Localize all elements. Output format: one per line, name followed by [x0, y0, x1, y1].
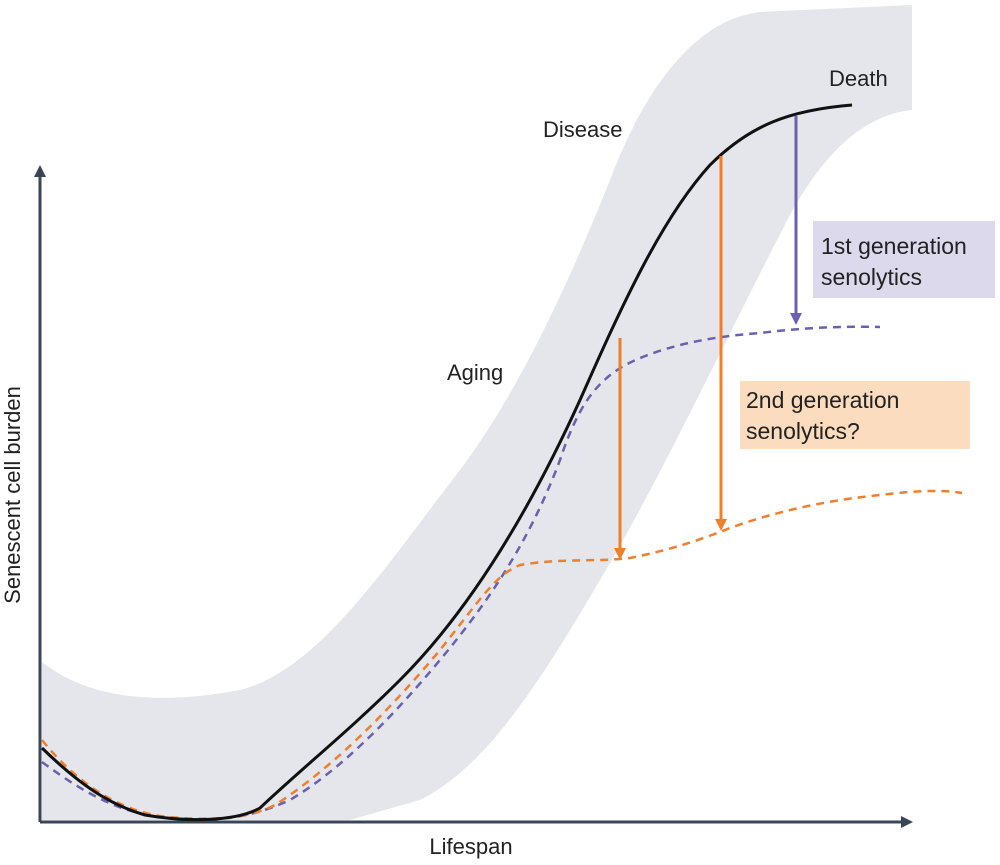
first-gen-callout-box: [813, 221, 995, 298]
aging-label: Aging: [447, 360, 503, 385]
second-gen-curve: [41, 489, 963, 820]
second-gen-callout-line1: 2nd generation: [746, 387, 899, 413]
main-curve: [40, 103, 853, 822]
second-gen-callout-line2: senolytics?: [746, 418, 860, 444]
second-gen-callout-box: [740, 381, 970, 449]
variability-band: [42, 5, 912, 820]
y-axis-title: Senescent cell burden: [0, 386, 25, 604]
disease-label: Disease: [543, 117, 622, 142]
first-gen-callout-line2: senolytics: [821, 264, 922, 290]
death-label: Death: [829, 66, 888, 91]
x-axis-title: Lifespan: [429, 834, 512, 859]
first-gen-callout-line1: 1st generation: [821, 233, 967, 259]
